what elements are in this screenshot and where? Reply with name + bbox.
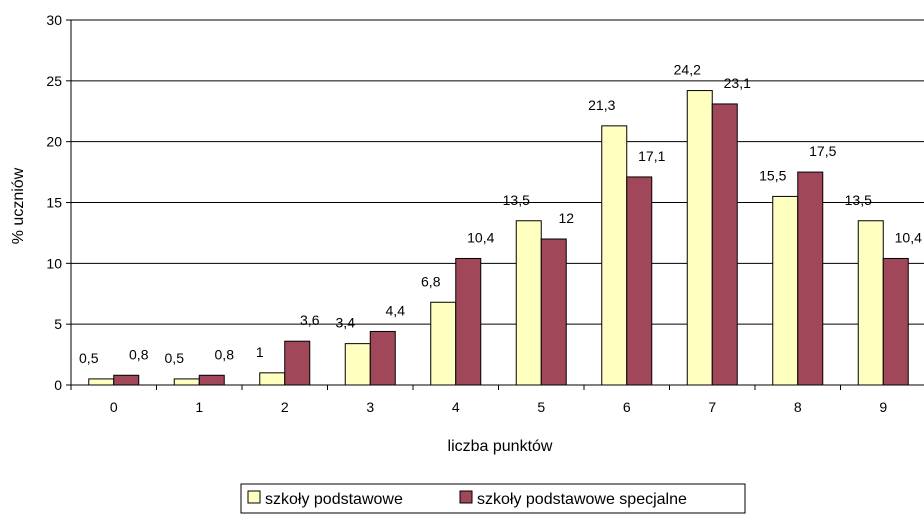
bar-series-1-9 <box>857 220 884 386</box>
data-label-series-1-3: 3,4 <box>336 315 356 331</box>
data-labels: 0,5 0,5 1 3,4 6,8 13,5 21,3 24,2 15,5 13,5 0,8 0,8 3… <box>79 62 922 366</box>
data-label-series-2-4: 10,4 <box>467 229 494 245</box>
x-tick-label-2: 2 <box>281 399 289 415</box>
y-axis-title: % uczniów <box>10 167 27 244</box>
data-label-series-2-5: 12 <box>558 210 574 226</box>
bar-series-2-8 <box>797 171 824 386</box>
bar-series-1-7 <box>686 90 713 386</box>
data-label-series-2-2: 3,6 <box>300 312 320 328</box>
data-label-series-2-1: 0,8 <box>215 346 235 362</box>
x-tick-label-6: 6 <box>623 399 631 415</box>
bar-series-1-2 <box>259 372 286 386</box>
bars <box>88 90 909 386</box>
x-tick-label-9: 9 <box>879 399 887 415</box>
data-label-series-1-9: 13,5 <box>845 192 872 208</box>
bar-series-1-4 <box>430 301 457 386</box>
bar-series-1-8 <box>772 195 799 386</box>
y-tick-label-0: 0 <box>54 377 62 393</box>
data-label-series-2-8: 17,5 <box>809 143 836 159</box>
x-tick-label-8: 8 <box>794 399 802 415</box>
data-label-series-1-7: 24,2 <box>674 62 701 78</box>
bar-series-2-5 <box>540 238 567 386</box>
bar-series-2-7 <box>711 103 738 386</box>
data-label-series-1-2: 1 <box>256 344 264 360</box>
data-label-series-1-1: 0,5 <box>165 350 185 366</box>
data-label-series-1-6: 21,3 <box>588 97 615 113</box>
y-tick-label-5: 5 <box>54 316 62 332</box>
x-tick-label-0: 0 <box>110 399 118 415</box>
data-label-series-2-6: 17,1 <box>638 148 665 164</box>
y-tick-label-20: 20 <box>46 134 62 150</box>
y-tick-label-30: 30 <box>46 12 62 28</box>
y-tick-label-10: 10 <box>46 255 62 271</box>
legend-label-series-2: szkoły podstawowe specjalne <box>477 491 687 508</box>
legend-swatch-series-1 <box>247 490 261 504</box>
data-label-series-1-5: 13,5 <box>503 192 530 208</box>
bar-series-2-9 <box>882 257 909 386</box>
y-tick-label-15: 15 <box>46 195 62 211</box>
x-tick-label-7: 7 <box>708 399 716 415</box>
data-label-series-2-7: 23,1 <box>724 75 751 91</box>
legend-swatch-series-2 <box>459 490 473 504</box>
x-tick-label-5: 5 <box>537 399 545 415</box>
data-label-series-2-3: 4,4 <box>386 302 406 318</box>
bar-series-2-0 <box>113 374 140 386</box>
bar-series-2-6 <box>626 176 653 386</box>
bar-series-1-6 <box>601 125 628 386</box>
bar-series-1-3 <box>344 343 371 386</box>
data-label-series-2-0: 0,8 <box>129 346 149 362</box>
x-tick-label-3: 3 <box>366 399 374 415</box>
bar-series-2-4 <box>455 257 482 386</box>
bar-series-2-2 <box>284 340 311 386</box>
y-tick-label-25: 25 <box>46 73 62 89</box>
data-label-series-1-4: 6,8 <box>421 273 441 289</box>
data-label-series-1-0: 0,5 <box>79 350 99 366</box>
bar-series-1-0 <box>88 378 115 386</box>
data-label-series-1-8: 15,5 <box>759 167 786 183</box>
legend-box <box>240 483 746 514</box>
x-tick-label-4: 4 <box>452 399 460 415</box>
data-label-series-2-9: 10,4 <box>895 229 922 245</box>
bar-series-1-5 <box>515 220 542 386</box>
legend: szkoły podstawowe szkoły podstawowe spec… <box>240 483 746 514</box>
bar-series-2-1 <box>198 374 225 386</box>
legend-label-series-1: szkoły podstawowe <box>265 491 403 508</box>
bar-series-2-3 <box>369 330 396 386</box>
x-tick-label-1: 1 <box>195 399 203 415</box>
x-axis-title: liczba punktów <box>448 438 553 455</box>
bar-series-1-1 <box>173 378 200 386</box>
